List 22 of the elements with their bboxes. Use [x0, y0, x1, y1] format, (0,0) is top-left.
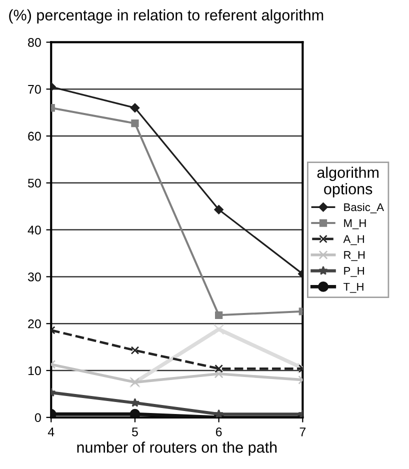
- x-axis-title: number of routers on the path: [77, 442, 277, 456]
- legend-title: algorithm options: [317, 166, 378, 198]
- y-tick-label: 30: [28, 272, 41, 282]
- x-tick-label: 5: [132, 428, 138, 436]
- legend-label: A_H: [343, 235, 364, 246]
- y-tick-label: 70: [28, 84, 41, 94]
- x-tick-label: 6: [216, 427, 222, 436]
- legend-label: R_H: [344, 251, 365, 261]
- y-tick-label: 80: [28, 38, 41, 47]
- legend-label: T_H: [343, 282, 364, 293]
- x-tick-label: 7: [300, 428, 306, 436]
- legend-label: Basic_A: [344, 202, 384, 214]
- y-tick-label: 50: [28, 178, 41, 188]
- y-tick-label: 40: [28, 226, 41, 234]
- y-tick-label: 0: [34, 413, 41, 422]
- y-tick-label: 20: [28, 319, 41, 328]
- x-tick-label: 4: [48, 428, 54, 436]
- y-tick-label: 60: [28, 132, 41, 141]
- chart-title: (%) percentage in relation to referent algorithm: [9, 9, 324, 24]
- y-tick-label: 10: [28, 366, 41, 376]
- legend-label: M_H: [344, 219, 366, 230]
- legend-label: P_H: [344, 267, 364, 277]
